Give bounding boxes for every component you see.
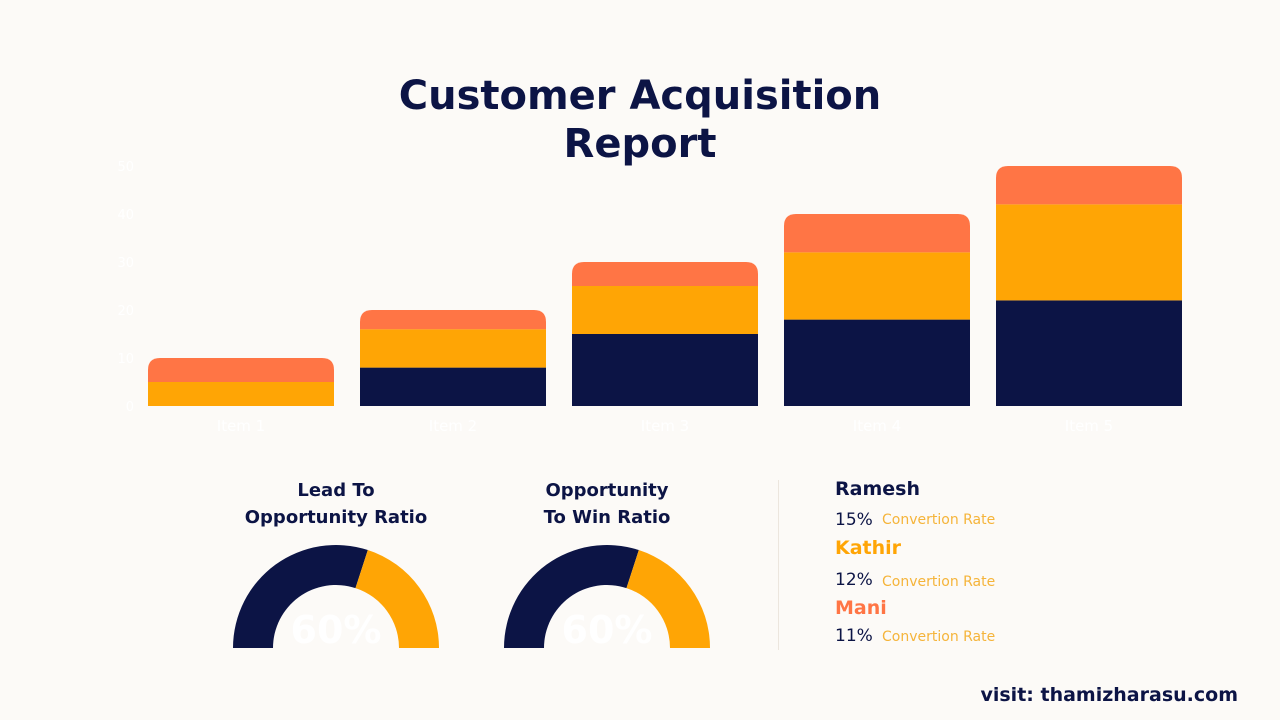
gauge-value-arc bbox=[504, 545, 639, 648]
bar-segment-4-series-1 bbox=[784, 319, 970, 406]
person-name-ramesh: Ramesh bbox=[835, 478, 920, 500]
x-tick-label: Item 1 bbox=[217, 417, 265, 435]
stacked-bar-chart: 0 10 20 30 40 50 Item 1 Item 2 Item 3 Item 4 Item … bbox=[117, 160, 1182, 435]
title-line-2: Report bbox=[563, 121, 717, 167]
person-pct-kathir: 12% bbox=[835, 570, 873, 590]
gauge-remainder-arc bbox=[355, 550, 439, 648]
footer-link[interactable]: visit: thamizharasu.com bbox=[980, 684, 1238, 706]
gauge-value-label: 60% bbox=[291, 608, 382, 650]
person-label-kathir: Convertion Rate bbox=[882, 574, 996, 590]
bar-segment-5-series-2 bbox=[996, 204, 1182, 301]
x-tick-label: Item 2 bbox=[429, 417, 477, 435]
bar-segment-1-series-2 bbox=[148, 382, 334, 406]
bar-segment-3-series-2 bbox=[572, 286, 758, 334]
y-tick-label: 30 bbox=[117, 256, 134, 271]
bar-segment-4-series-3 bbox=[784, 214, 970, 253]
bar-segment-4-series-2 bbox=[784, 252, 970, 320]
bar-segment-5-series-1 bbox=[996, 300, 1182, 406]
person-name-mani: Mani bbox=[835, 597, 887, 619]
y-tick-label: 0 bbox=[126, 400, 134, 415]
person-label-ramesh: Convertion Rate bbox=[882, 512, 996, 528]
y-tick-label: 10 bbox=[117, 352, 134, 367]
x-tick-label: Item 3 bbox=[641, 417, 689, 435]
gauge-title-lead-line1: Lead To bbox=[297, 480, 375, 501]
x-tick-label: Item 4 bbox=[853, 417, 901, 435]
bar-segment-3-series-1 bbox=[572, 334, 758, 406]
title-line-1: Customer Acquisition bbox=[398, 73, 882, 119]
gauge-title-lead-line2: Opportunity Ratio bbox=[244, 507, 428, 528]
gauge-title-win-line2: To Win Ratio bbox=[543, 507, 671, 528]
bar-segment-2-series-2 bbox=[360, 329, 546, 368]
y-tick-label: 50 bbox=[117, 160, 134, 175]
gauge-opportunity-to-win: 60% bbox=[504, 545, 710, 650]
gauge-value-arc bbox=[233, 545, 368, 648]
person-name-kathir: Kathir bbox=[835, 537, 902, 559]
page-title: Customer Acquisition Report bbox=[0, 72, 1280, 168]
person-pct-ramesh: 15% bbox=[835, 510, 873, 530]
bar-segment-2-series-1 bbox=[360, 367, 546, 406]
y-tick-label: 20 bbox=[117, 304, 134, 319]
bar-segment-1-series-3 bbox=[148, 358, 334, 382]
gauge-title-win: Opportunity To Win Ratio bbox=[477, 477, 737, 531]
gauge-title-win-line1: Opportunity bbox=[545, 480, 669, 501]
gauge-lead-to-opportunity: 60% bbox=[233, 545, 439, 650]
person-pct-mani: 11% bbox=[835, 626, 873, 646]
gauge-value-label: 60% bbox=[562, 608, 653, 650]
y-tick-label: 40 bbox=[117, 208, 134, 223]
bar-segment-5-series-3 bbox=[996, 166, 1182, 205]
bar-segment-2-series-3 bbox=[360, 310, 546, 330]
bar-segment-3-series-3 bbox=[572, 262, 758, 286]
divider bbox=[778, 480, 779, 650]
x-tick-label: Item 5 bbox=[1065, 417, 1113, 435]
gauge-remainder-arc bbox=[626, 550, 710, 648]
gauge-title-lead: Lead To Opportunity Ratio bbox=[206, 477, 466, 531]
person-label-mani: Convertion Rate bbox=[882, 629, 996, 645]
